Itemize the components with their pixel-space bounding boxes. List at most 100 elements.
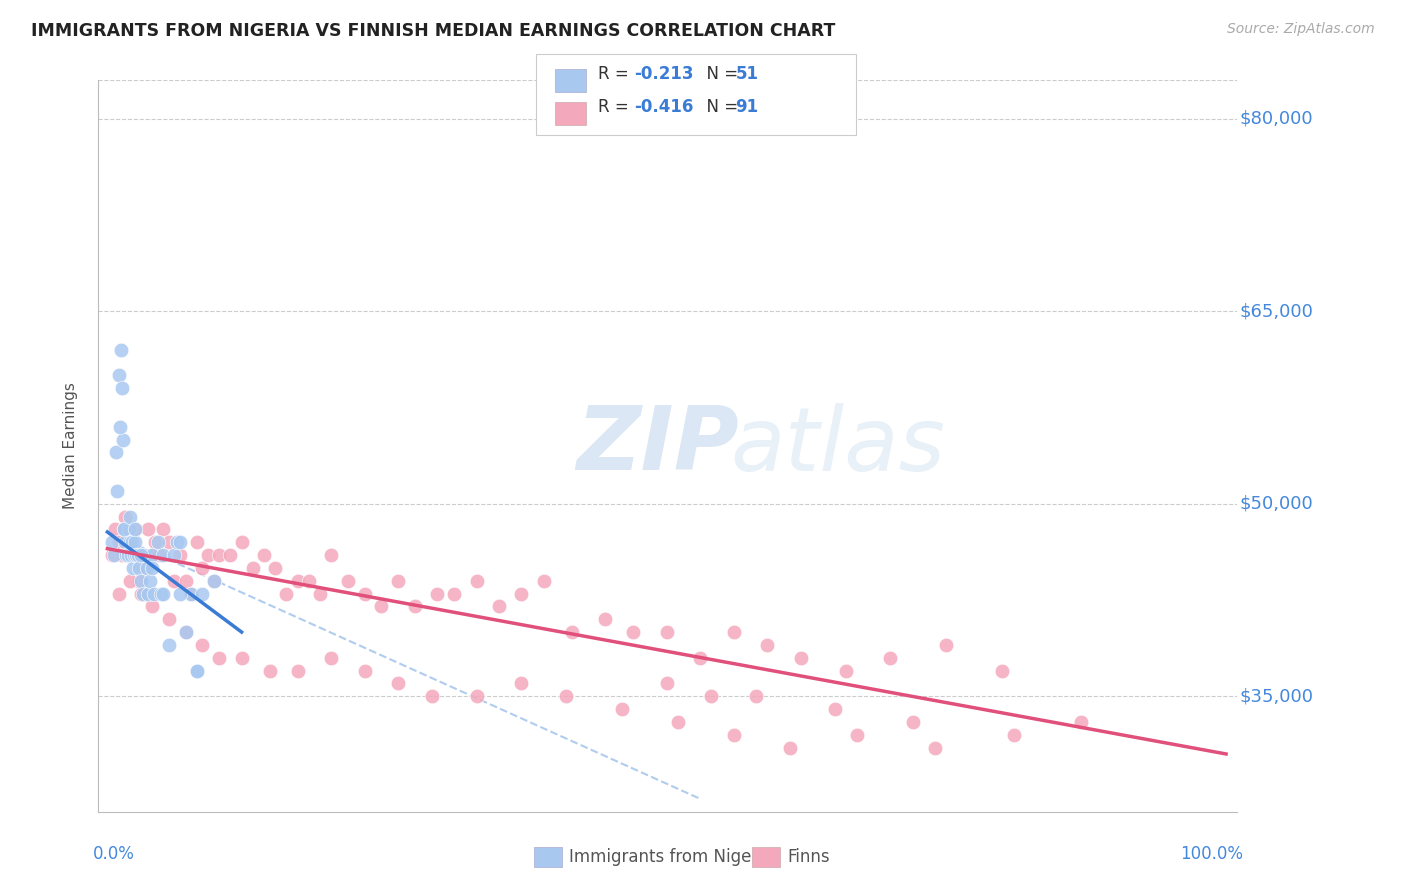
Point — [118, 509, 141, 524]
Point — [107, 368, 129, 383]
Text: atlas: atlas — [731, 403, 945, 489]
Point — [136, 523, 159, 537]
Point — [191, 586, 214, 600]
Point — [353, 586, 375, 600]
Point — [118, 574, 141, 588]
Point — [901, 714, 924, 729]
Point — [152, 586, 174, 600]
Point — [117, 535, 139, 549]
Point — [134, 548, 156, 562]
Point — [180, 586, 202, 600]
Point — [370, 599, 392, 614]
Point — [125, 548, 148, 562]
Text: N =: N = — [696, 98, 744, 116]
Point — [174, 625, 197, 640]
Point — [111, 381, 134, 395]
Point — [107, 483, 129, 498]
Point — [321, 650, 343, 665]
Point — [118, 535, 141, 549]
Point — [790, 650, 813, 665]
Point — [1070, 714, 1092, 729]
Point — [264, 561, 287, 575]
Point — [202, 574, 225, 588]
Point — [174, 574, 197, 588]
Point — [150, 586, 173, 600]
Text: 0.0%: 0.0% — [93, 845, 135, 863]
Point — [991, 664, 1014, 678]
Point — [387, 676, 409, 690]
Point — [533, 574, 555, 588]
Point — [129, 548, 152, 562]
Text: -0.213: -0.213 — [634, 65, 693, 83]
Text: R =: R = — [598, 98, 634, 116]
Point — [186, 664, 208, 678]
Point — [169, 586, 191, 600]
Point — [208, 650, 231, 665]
Point — [136, 586, 159, 600]
Point — [426, 586, 449, 600]
Point — [163, 574, 186, 588]
Point — [143, 586, 166, 600]
Point — [163, 548, 186, 562]
Point — [488, 599, 510, 614]
Point — [202, 574, 225, 588]
Point — [114, 535, 136, 549]
Point — [287, 574, 309, 588]
Point — [134, 561, 156, 575]
Text: Finns: Finns — [787, 848, 830, 866]
Point — [191, 561, 214, 575]
Point — [115, 548, 138, 562]
Point — [107, 586, 129, 600]
Point — [689, 650, 711, 665]
Point — [135, 561, 157, 575]
Point — [191, 638, 214, 652]
Point — [723, 625, 745, 640]
Point — [700, 690, 723, 704]
Point — [112, 433, 135, 447]
Text: IMMIGRANTS FROM NIGERIA VS FINNISH MEDIAN EARNINGS CORRELATION CHART: IMMIGRANTS FROM NIGERIA VS FINNISH MEDIA… — [31, 22, 835, 40]
Point — [208, 548, 231, 562]
Point — [387, 574, 409, 588]
Point — [756, 638, 779, 652]
Point — [169, 548, 191, 562]
Point — [129, 548, 152, 562]
Point — [108, 419, 131, 434]
Point — [186, 664, 208, 678]
Point — [174, 625, 197, 640]
Point — [146, 535, 169, 549]
Point — [723, 728, 745, 742]
Point — [118, 548, 141, 562]
Point — [242, 561, 264, 575]
Point — [145, 535, 167, 549]
Point — [655, 676, 678, 690]
Point — [157, 535, 180, 549]
Point — [420, 690, 443, 704]
Point — [157, 638, 180, 652]
Point — [166, 535, 188, 549]
Point — [824, 702, 846, 716]
Point — [935, 638, 957, 652]
Point — [122, 548, 145, 562]
Point — [124, 523, 146, 537]
Point — [129, 586, 152, 600]
Point — [219, 548, 242, 562]
Text: Immigrants from Nigeria: Immigrants from Nigeria — [569, 848, 773, 866]
Text: $65,000: $65,000 — [1240, 302, 1313, 320]
Text: R =: R = — [598, 65, 634, 83]
Point — [122, 561, 145, 575]
Point — [465, 690, 488, 704]
Text: $80,000: $80,000 — [1240, 110, 1313, 128]
Point — [666, 714, 689, 729]
Y-axis label: Median Earnings: Median Earnings — [63, 383, 77, 509]
Point — [180, 586, 202, 600]
Text: $35,000: $35,000 — [1240, 687, 1313, 706]
Point — [129, 574, 152, 588]
Point — [110, 343, 132, 357]
Text: Source: ZipAtlas.com: Source: ZipAtlas.com — [1227, 22, 1375, 37]
Text: -0.416: -0.416 — [634, 98, 693, 116]
Point — [112, 523, 135, 537]
Text: 91: 91 — [735, 98, 758, 116]
Point — [555, 690, 578, 704]
Point — [779, 740, 801, 755]
Point — [148, 548, 170, 562]
